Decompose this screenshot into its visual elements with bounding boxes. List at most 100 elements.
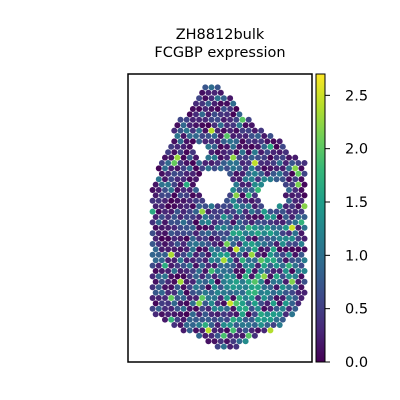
expression-spot: [282, 192, 289, 199]
expression-spot: [298, 165, 305, 172]
expression-spot: [233, 332, 240, 339]
expression-spot: [155, 197, 162, 204]
expression-spot: [255, 197, 261, 204]
expression-spot: [233, 127, 240, 134]
expression-spot: [186, 176, 193, 183]
expression-spot: [208, 300, 215, 307]
expression-spot: [158, 160, 165, 166]
expression-spot: [193, 219, 199, 226]
expression-spot: [298, 241, 305, 247]
expression-spot: [183, 311, 190, 318]
expression-spot: [233, 343, 240, 350]
expression-spot: [264, 138, 271, 145]
expression-spot: [298, 187, 305, 193]
expression-spot: [189, 116, 196, 123]
expression-spot: [239, 311, 246, 318]
expression-spot: [245, 224, 252, 231]
expression-spot: [236, 187, 243, 193]
expression-spot: [155, 284, 162, 291]
expression-spot: [189, 278, 196, 285]
expression-spot: [245, 300, 252, 307]
expression-spot: [255, 187, 261, 193]
expression-spot: [261, 273, 268, 280]
expression-spot: [295, 203, 302, 210]
expression-spot: [211, 89, 218, 96]
expression-spot: [286, 219, 292, 226]
expression-spot: [180, 295, 187, 301]
expression-spot: [227, 203, 234, 210]
expression-spot: [270, 246, 277, 253]
expression-spot: [270, 322, 277, 328]
expression-spot: [282, 149, 289, 156]
expression-spot: [220, 332, 227, 339]
expression-spot: [267, 316, 274, 323]
expression-spot: [258, 149, 265, 156]
expression-spot: [183, 170, 190, 177]
expression-spot: [282, 257, 289, 264]
expression-spot: [301, 268, 308, 274]
expression-spot: [217, 273, 224, 280]
expression-spot: [158, 311, 165, 318]
expression-spot: [267, 241, 274, 247]
expression-spot: [199, 273, 206, 280]
expression-spot: [168, 241, 175, 247]
expression-spot: [211, 338, 218, 345]
expression-spot: [220, 278, 227, 285]
expression-spot: [183, 181, 190, 188]
expression-spot: [171, 311, 178, 318]
expression-spot: [248, 176, 255, 183]
expression-spot: [242, 219, 249, 226]
expression-spot: [295, 246, 302, 253]
expression-spot: [162, 197, 168, 204]
expression-spot: [301, 278, 308, 285]
expression-spot: [196, 289, 203, 296]
expression-spot: [289, 170, 296, 177]
expression-spot: [264, 149, 271, 156]
expression-spot: [220, 138, 227, 145]
expression-spot: [193, 187, 199, 193]
expression-spot: [155, 251, 162, 258]
expression-spot: [180, 241, 187, 247]
expression-spot: [162, 241, 168, 247]
expression-spot: [248, 219, 255, 226]
expression-spot: [149, 284, 156, 291]
expression-spot: [165, 289, 172, 296]
expression-spot: [168, 273, 175, 280]
expression-spot: [174, 187, 181, 193]
expression-spot: [177, 116, 184, 123]
colorbar-tick-label: 1.5: [345, 195, 368, 211]
expression-spot: [202, 332, 209, 339]
expression-spot: [152, 203, 159, 210]
expression-spot: [245, 214, 252, 220]
expression-spot: [162, 295, 168, 301]
expression-spot: [158, 203, 165, 210]
expression-spot: [242, 122, 249, 129]
expression-spot: [279, 262, 286, 269]
expression-spot: [239, 224, 246, 231]
expression-spot: [245, 116, 252, 123]
expression-spot: [217, 230, 224, 237]
expression-spot: [196, 214, 203, 220]
expression-spot: [211, 241, 218, 247]
expression-spot: [251, 160, 258, 166]
expression-spot: [196, 170, 203, 177]
expression-spot: [224, 230, 230, 237]
expression-spot: [251, 246, 258, 253]
expression-spot: [196, 311, 203, 318]
chart-title-line-1: ZH8812bulk: [176, 27, 265, 43]
expression-spot: [217, 154, 224, 161]
expression-spot: [205, 241, 212, 247]
expression-spot: [171, 289, 178, 296]
expression-spot: [261, 133, 268, 139]
expression-spot: [239, 289, 246, 296]
expression-spot: [196, 246, 203, 253]
expression-spot: [227, 322, 234, 328]
expression-spot: [214, 224, 221, 231]
expression-spot: [230, 230, 237, 237]
expression-spot: [174, 197, 181, 204]
expression-spot: [183, 116, 190, 123]
expression-spot: [227, 257, 234, 264]
expression-spot: [276, 160, 283, 166]
expression-spot: [180, 133, 187, 139]
